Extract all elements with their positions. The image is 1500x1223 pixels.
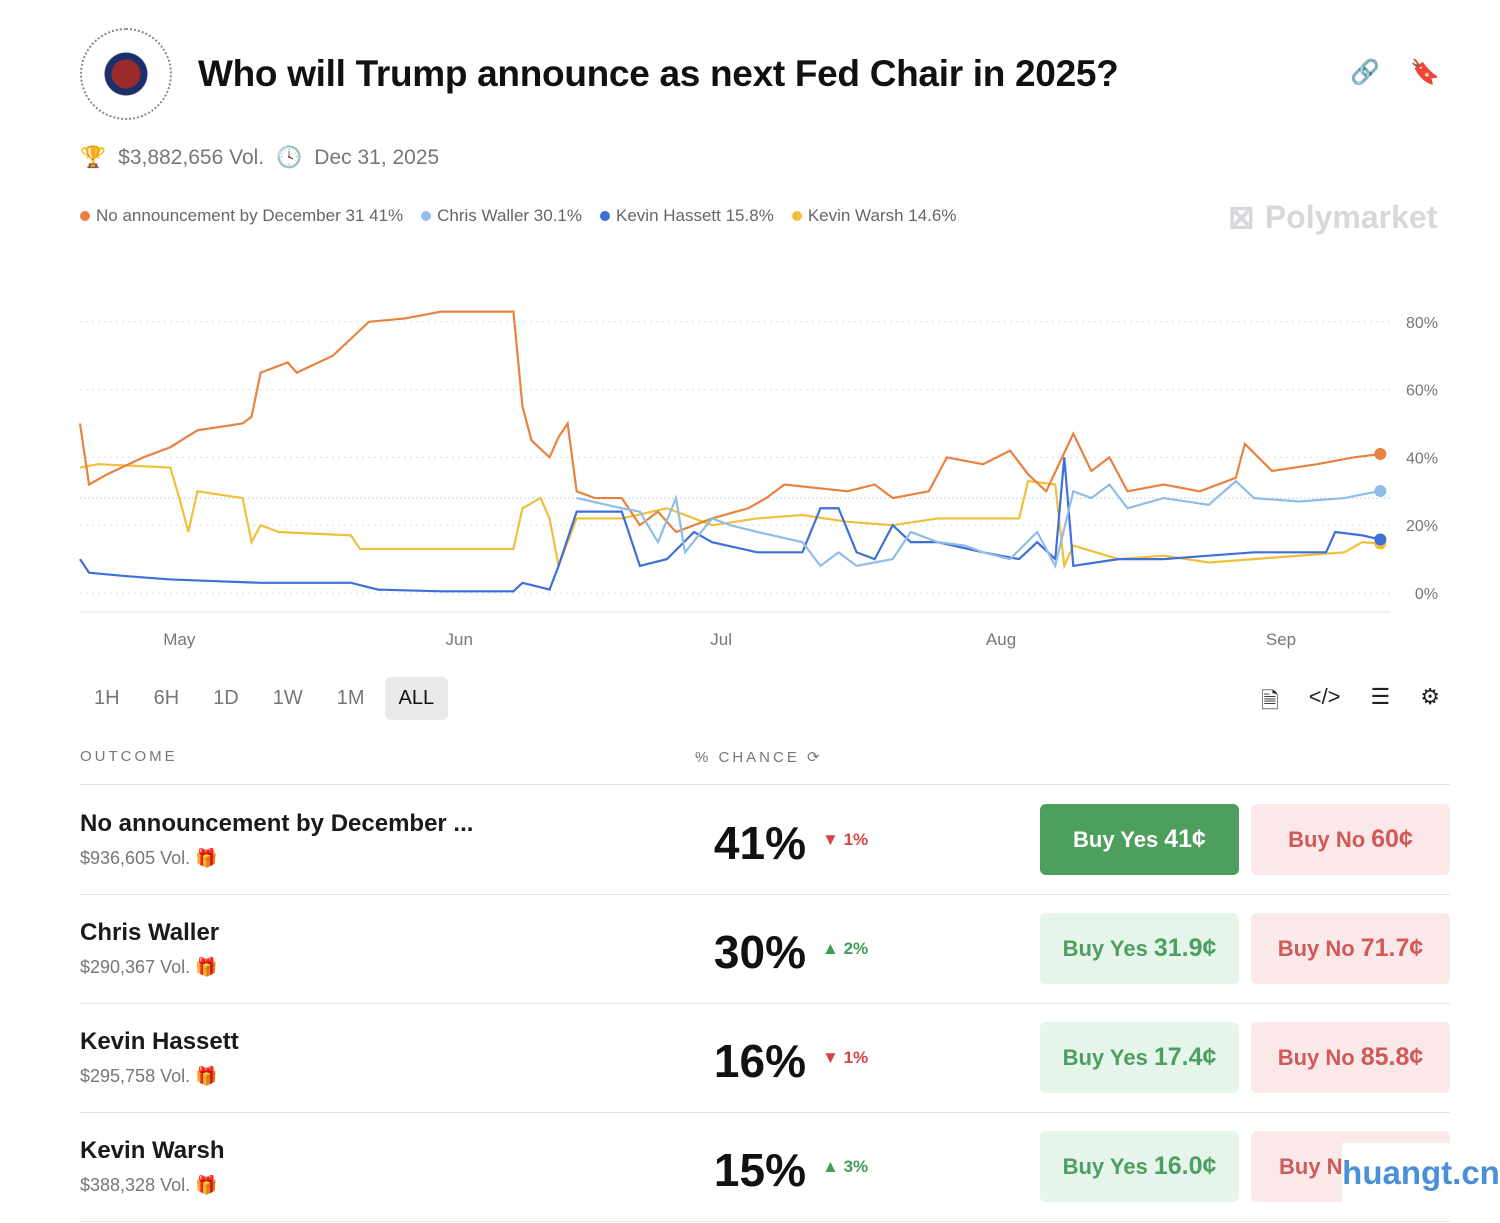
market-header: Who will Trump announce as next Fed Chai…	[80, 28, 1450, 120]
end-date: Dec 31, 2025	[314, 146, 440, 169]
chance-change: ▼ 1%	[822, 1048, 869, 1067]
outcome-chance: 41%	[713, 817, 806, 869]
chance-change: ▲ 2%	[822, 939, 869, 958]
legend-item: Chris Waller 30.1%	[421, 206, 582, 226]
legend-dot	[791, 211, 802, 221]
outcome-row[interactable]: Chris Waller $290,367 Vol. 🎁 30% ▲ 2% Bu…	[80, 895, 1450, 1004]
buy-yes-button[interactable]: Buy Yes 16.0¢	[1040, 1131, 1239, 1202]
watermark: huangt.cn	[1342, 1143, 1500, 1203]
link-icon[interactable]: 🔗	[1350, 59, 1381, 86]
outcome-volume: $936,605 Vol. 🎁	[80, 848, 218, 868]
x-tick-label: Jun	[446, 630, 473, 649]
triangle-down-icon: ▼	[822, 830, 839, 849]
legend-item: No announcement by December 31 41%	[80, 206, 403, 226]
series-line-chris-waller	[576, 479, 1381, 569]
time-range-tabs: 1H 6H 1D 1W 1M ALL	[80, 677, 449, 720]
chance-change: ▲ 3%	[822, 1157, 869, 1176]
chart-legend: No announcement by December 31 41% Chris …	[80, 206, 956, 226]
y-tick-label: 20%	[1406, 518, 1438, 535]
polymarket-logo-icon: ⊠	[1228, 199, 1255, 235]
market-meta: 🏆 $3,882,656 Vol. 🕓 Dec 31, 2025	[80, 146, 439, 170]
outcome-name: Kevin Hassett	[80, 1028, 239, 1055]
polymarket-brand: ⊠ Polymarket	[1228, 198, 1438, 236]
outcome-row[interactable]: Kevin Hassett $295,758 Vol. 🎁 16% ▼ 1% B…	[80, 1004, 1450, 1113]
y-tick-label: 40%	[1406, 450, 1438, 467]
outcome-chance: 16%	[713, 1035, 806, 1087]
buy-no-button[interactable]: Buy No 71.7¢	[1251, 913, 1450, 984]
legend-dot	[600, 211, 610, 221]
x-tick-label: Aug	[986, 630, 1016, 649]
refresh-icon[interactable]: ⟳	[807, 749, 823, 766]
buy-yes-button[interactable]: Buy Yes 17.4¢	[1040, 1022, 1239, 1093]
volume-text: $3,882,656 Vol.	[118, 146, 265, 169]
outcome-chance: 15%	[713, 1144, 806, 1196]
series-end-point	[1374, 484, 1387, 497]
embed-code-icon[interactable]: </>	[1308, 684, 1341, 709]
page-title: Who will Trump announce as next Fed Chai…	[198, 53, 1119, 94]
y-tick-label: 80%	[1406, 315, 1438, 332]
x-tick-label: Jul	[710, 630, 732, 649]
buy-no-button[interactable]: Buy No 60¢	[1251, 804, 1450, 875]
outcome-row[interactable]: No announcement by December ... $936,605…	[80, 786, 1450, 895]
y-tick-label: 60%	[1406, 383, 1438, 400]
buy-yes-button[interactable]: Buy Yes 31.9¢	[1040, 913, 1239, 984]
price-chart[interactable]: 0% 20% 40% 60% 80% May Jun Jul Aug Sep	[0, 300, 1500, 660]
series-end-point	[1374, 533, 1387, 546]
outcome-header: OUTCOME	[80, 748, 178, 765]
series-line-no-announcement-by-december-31	[78, 310, 1381, 534]
range-tab-all[interactable]: ALL	[384, 677, 449, 720]
outcome-name: Kevin Warsh	[80, 1137, 225, 1164]
gift-icon: 🎁	[195, 1066, 218, 1086]
gift-icon: 🎁	[195, 957, 218, 977]
buy-yes-button[interactable]: Buy Yes 41¢	[1040, 804, 1239, 875]
gift-icon: 🎁	[195, 848, 218, 868]
range-tab-1h[interactable]: 1H	[94, 687, 120, 709]
legend-dot	[80, 211, 90, 221]
outcome-name: Chris Waller	[80, 919, 220, 946]
triangle-up-icon: ▲	[822, 1157, 839, 1176]
triangle-down-icon: ▼	[822, 1048, 839, 1067]
legend-dot	[421, 211, 432, 221]
chance-header: % CHANCE	[695, 749, 800, 766]
outcome-name: No announcement by December ...	[80, 810, 474, 837]
x-tick-label: May	[163, 630, 196, 649]
trophy-icon: 🏆	[80, 146, 107, 169]
y-tick-label: 0%	[1415, 586, 1438, 603]
series-line-kevin-warsh	[79, 463, 1381, 571]
table-header: OUTCOME % CHANCE ⟳	[80, 748, 1450, 785]
legend-item: Kevin Warsh 14.6%	[791, 206, 956, 226]
gift-icon: 🎁	[195, 1175, 218, 1195]
range-tab-6h[interactable]: 6H	[153, 687, 180, 709]
series-end-point	[1374, 448, 1387, 461]
range-tab-1m[interactable]: 1M	[336, 687, 365, 709]
filter-sliders-icon[interactable]: ☰	[1370, 684, 1391, 709]
triangle-up-icon: ▲	[822, 939, 839, 958]
chance-change: ▼ 1%	[822, 830, 869, 849]
outcome-volume: $295,758 Vol. 🎁	[80, 1066, 218, 1086]
fed-seal-logo	[80, 28, 172, 120]
range-tab-1d[interactable]: 1D	[213, 687, 239, 709]
outcome-chance: 30%	[713, 926, 806, 978]
series-line-kevin-hassett	[79, 457, 1381, 593]
x-tick-label: Sep	[1266, 630, 1296, 649]
clock-icon: 🕓	[276, 146, 303, 169]
range-tab-1w[interactable]: 1W	[272, 687, 303, 709]
buy-no-button[interactable]: Buy No 85.8¢	[1251, 1022, 1450, 1093]
outcome-volume: $290,367 Vol. 🎁	[80, 957, 218, 977]
settings-gear-icon[interactable]: ⚙	[1420, 684, 1440, 709]
outcome-volume: $388,328 Vol. 🎁	[80, 1175, 218, 1195]
bookmark-icon[interactable]: 🔖	[1410, 59, 1440, 86]
document-icon[interactable]: 🗎	[1261, 688, 1279, 713]
legend-item: Kevin Hassett 15.8%	[600, 206, 774, 226]
outcome-row[interactable]: Kevin Warsh $388,328 Vol. 🎁 15% ▲ 3% Buy…	[80, 1113, 1450, 1222]
